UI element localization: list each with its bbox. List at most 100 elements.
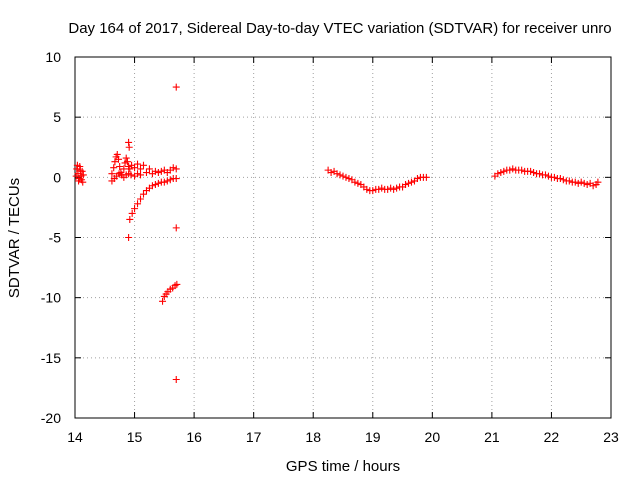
data-point bbox=[79, 171, 87, 179]
data-point bbox=[142, 169, 150, 177]
x-tick-label: 14 bbox=[67, 429, 83, 445]
data-point bbox=[111, 158, 119, 166]
data-point bbox=[387, 184, 395, 192]
data-point bbox=[363, 185, 371, 193]
y-tick-label: -5 bbox=[49, 230, 62, 246]
data-point bbox=[127, 171, 135, 179]
x-tick-label: 20 bbox=[425, 429, 441, 445]
data-point bbox=[497, 169, 505, 177]
data-point bbox=[134, 200, 142, 208]
data-point bbox=[172, 175, 180, 183]
data-point bbox=[145, 165, 153, 173]
data-point bbox=[154, 169, 162, 177]
data-point bbox=[172, 224, 180, 232]
data-point bbox=[527, 167, 535, 175]
data-point bbox=[148, 182, 156, 190]
data-point bbox=[402, 181, 410, 189]
x-tick-label: 16 bbox=[186, 429, 202, 445]
data-point bbox=[134, 160, 142, 168]
data-point bbox=[536, 170, 544, 178]
data-point bbox=[413, 175, 421, 183]
x-tick-label: 15 bbox=[127, 429, 143, 445]
data-point bbox=[339, 172, 347, 180]
data-point bbox=[172, 375, 180, 383]
data-point bbox=[500, 167, 508, 175]
y-axis-label: SDTVAR / TECUs bbox=[6, 178, 23, 298]
data-point bbox=[110, 164, 118, 172]
data-point bbox=[151, 167, 159, 175]
y-tick-label: -20 bbox=[41, 410, 61, 426]
data-point bbox=[172, 165, 180, 173]
data-point bbox=[157, 167, 165, 175]
data-point bbox=[530, 169, 538, 177]
data-point bbox=[571, 178, 579, 186]
data-point bbox=[422, 173, 430, 181]
data-point bbox=[134, 170, 142, 178]
data-point bbox=[123, 158, 131, 166]
data-point bbox=[126, 165, 134, 173]
data-point bbox=[125, 138, 133, 146]
data-point bbox=[116, 163, 124, 171]
data-point bbox=[137, 171, 145, 179]
data-point bbox=[159, 297, 167, 305]
x-tick-label: 21 bbox=[484, 429, 500, 445]
data-point bbox=[172, 83, 180, 91]
data-point bbox=[139, 190, 147, 198]
grid-lines bbox=[75, 57, 611, 418]
x-axis-label: GPS time / hours bbox=[286, 458, 400, 475]
data-point bbox=[122, 154, 130, 162]
x-tick-label: 18 bbox=[305, 429, 321, 445]
data-point bbox=[137, 195, 145, 203]
data-point bbox=[509, 165, 517, 173]
data-point bbox=[565, 177, 573, 185]
data-point bbox=[160, 178, 168, 186]
data-point bbox=[78, 167, 86, 175]
data-point bbox=[550, 173, 558, 181]
data-point bbox=[494, 170, 502, 178]
data-point bbox=[128, 209, 136, 217]
data-point bbox=[544, 172, 552, 180]
data-point bbox=[375, 185, 383, 193]
y-tick-label: 10 bbox=[45, 49, 61, 65]
data-point bbox=[405, 179, 413, 187]
data-point bbox=[327, 169, 335, 177]
y-tick-label: 5 bbox=[53, 109, 61, 125]
data-point bbox=[108, 170, 116, 178]
data-point bbox=[125, 234, 133, 241]
data-point bbox=[125, 143, 133, 151]
data-points bbox=[72, 83, 602, 383]
y-tick-label: 0 bbox=[53, 169, 61, 185]
data-point bbox=[163, 177, 171, 185]
data-point bbox=[113, 150, 121, 158]
data-point bbox=[589, 182, 597, 190]
data-point bbox=[345, 175, 353, 183]
data-point bbox=[166, 176, 174, 184]
data-point bbox=[384, 185, 392, 193]
data-point bbox=[518, 166, 526, 174]
data-point bbox=[594, 178, 602, 186]
x-tick-label: 23 bbox=[603, 429, 619, 445]
data-point bbox=[580, 179, 588, 187]
data-point bbox=[333, 170, 341, 178]
x-tick-label: 19 bbox=[365, 429, 381, 445]
x-tick-label: 22 bbox=[544, 429, 560, 445]
data-point bbox=[76, 163, 84, 171]
data-point bbox=[169, 164, 177, 172]
data-point bbox=[126, 215, 134, 223]
data-point bbox=[556, 175, 564, 183]
data-point bbox=[120, 165, 128, 173]
data-point bbox=[139, 161, 147, 169]
data-point bbox=[151, 181, 159, 189]
data-point bbox=[336, 171, 344, 179]
data-point bbox=[506, 166, 514, 174]
data-point bbox=[154, 179, 162, 187]
data-point bbox=[378, 184, 386, 192]
data-point bbox=[369, 187, 377, 195]
data-point bbox=[351, 178, 359, 186]
data-point bbox=[131, 205, 139, 213]
x-axis-ticks: 14 15 16 17 18 19 20 21 22 23 bbox=[67, 57, 619, 445]
data-point bbox=[541, 171, 549, 179]
data-point bbox=[354, 179, 362, 187]
y-tick-label: -15 bbox=[41, 350, 61, 366]
data-point bbox=[390, 185, 398, 193]
